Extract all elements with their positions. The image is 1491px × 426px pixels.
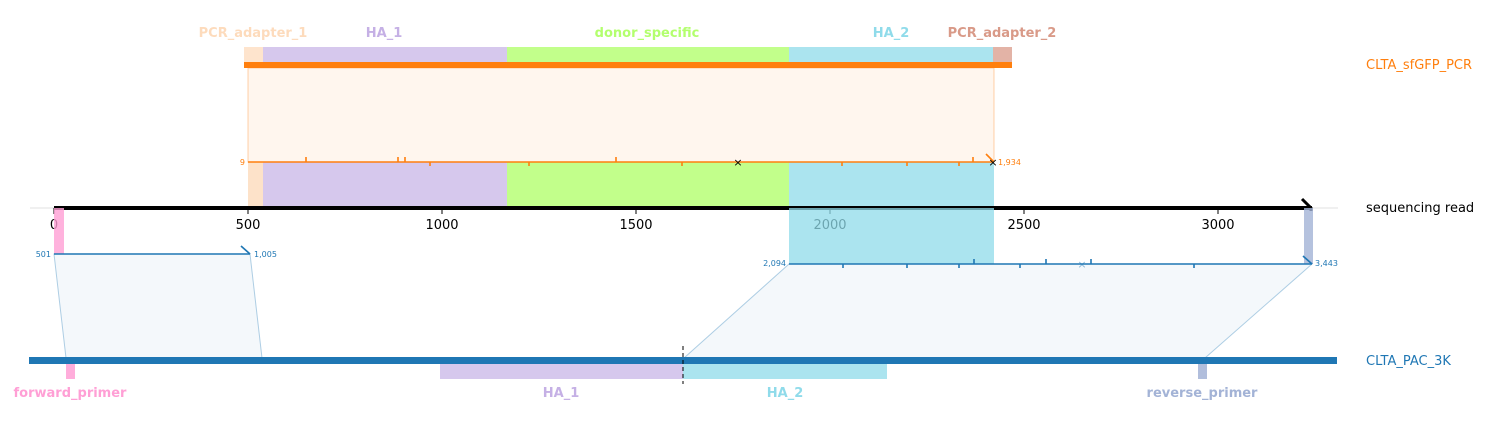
mismatch-x-mark: × (1077, 258, 1086, 271)
bottom-alignment-band-1 (53, 253, 263, 359)
read-tick-label: 2500 (1007, 218, 1040, 233)
bottom-read-feature-shading (54, 208, 1313, 264)
top-alignment-line: × × 9 1,934 (240, 153, 1021, 169)
read-tick-label: 1000 (425, 218, 458, 233)
mismatch-x-mark: × (733, 156, 742, 169)
top-read-feature-shading (248, 162, 994, 208)
bottom-feature-label-ha2: HA_2 (767, 386, 804, 401)
top-feature-label-pcr-adapter-1: PCR_adapter_1 (199, 26, 308, 41)
top-alignment-start-label: 9 (240, 158, 245, 167)
bottom-reference-label: CLTA_PAC_3K (1366, 354, 1451, 369)
bottom-feature-label-reverse-primer: reverse_primer (1147, 386, 1259, 401)
top-reference-bar (244, 62, 1012, 68)
top-feature-ha1-block (263, 47, 507, 63)
top-feature-label-ha1: HA_1 (366, 26, 403, 41)
bottom-feature-ha2-block (683, 364, 887, 379)
top-feature-pcr-adapter-2-block (993, 47, 1012, 63)
top-feature-pcr-adapter-1-block (244, 47, 263, 63)
bottom-alignment-band-2 (682, 263, 1314, 359)
bottom-alignment-2-start-label: 2,094 (763, 259, 786, 268)
read-tick-label: 500 (236, 218, 261, 233)
bottom-alignment-line-2: × 2,094 3,443 (763, 255, 1338, 271)
top-feature-label-donor-specific: donor_specific (595, 26, 700, 41)
bottom-alignment-1-start-label: 501 (36, 250, 51, 259)
top-feature-label-pcr-adapter-2: PCR_adapter_2 (948, 26, 1057, 41)
top-reference-track: PCR_adapter_1 HA_1 donor_specific HA_2 P… (199, 26, 1472, 73)
top-alignment-band (247, 67, 995, 163)
bottom-feature-forward-primer-block (66, 364, 75, 379)
bottom-feature-label-forward-primer: forward_primer (14, 386, 128, 401)
top-feature-donor-specific-block (507, 47, 789, 63)
top-reference-label: CLTA_sfGFP_PCR (1366, 58, 1472, 73)
top-feature-ha2-block (789, 47, 993, 63)
bottom-feature-ha1-block (440, 364, 683, 379)
bottom-feature-reverse-primer-block (1198, 364, 1207, 379)
bottom-feature-label-ha1: HA_1 (543, 386, 580, 401)
read-tick-label: 3000 (1201, 218, 1234, 233)
bottom-reference-track: forward_primer HA_1 HA_2 reverse_primer … (14, 346, 1451, 401)
mismatch-x-mark: × (988, 156, 997, 169)
bottom-alignment-2-end-label: 3,443 (1315, 259, 1338, 268)
bottom-alignment-1-end-label: 1,005 (254, 250, 277, 259)
read-label: sequencing read (1366, 201, 1474, 216)
top-alignment-end-label: 1,934 (998, 158, 1021, 167)
bottom-alignment-line-1: 501 1,005 (36, 245, 277, 259)
read-tick-label: 1500 (619, 218, 652, 233)
top-feature-label-ha2: HA_2 (873, 26, 910, 41)
